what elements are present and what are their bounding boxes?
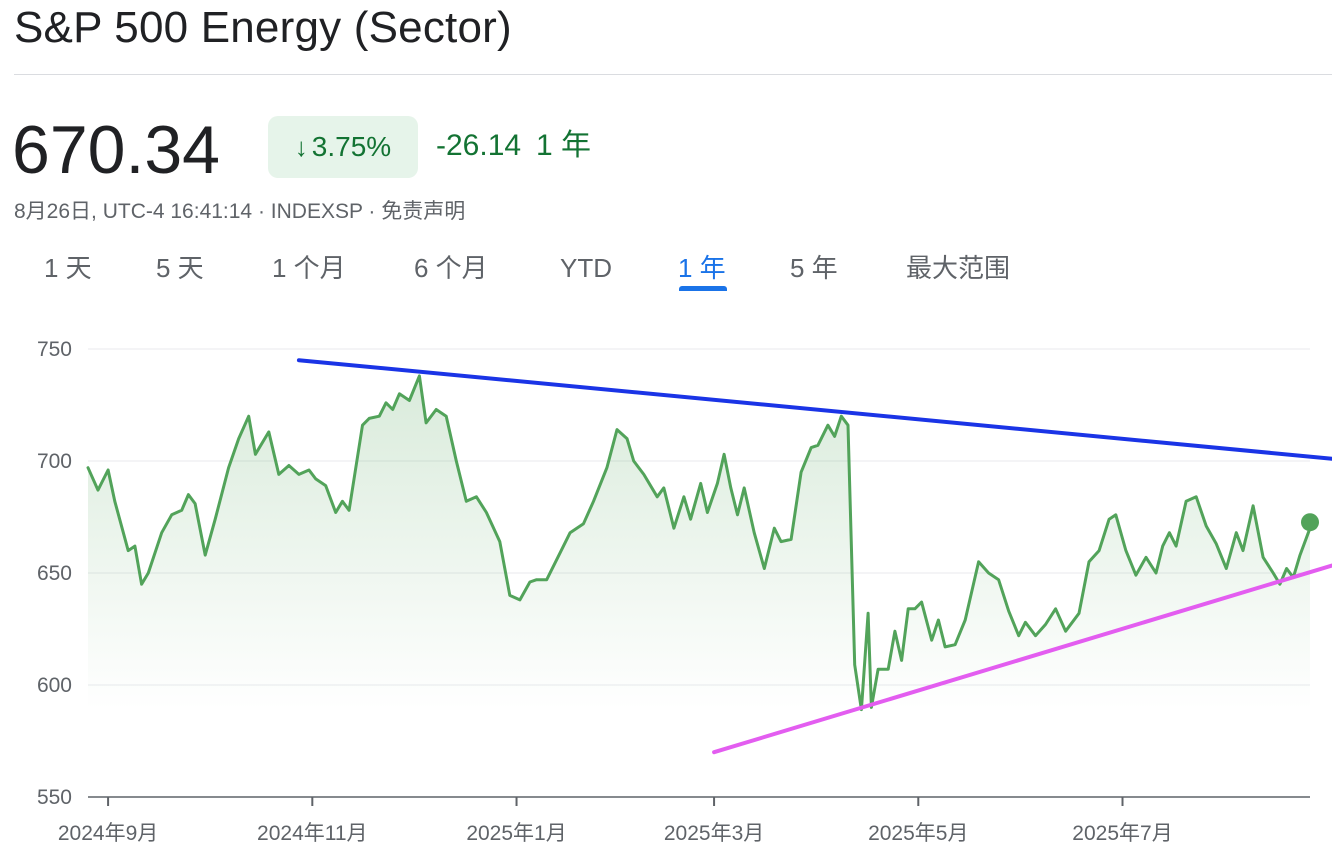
tab-1-month[interactable]: 1 个月 [272, 253, 346, 283]
range-tabs: 1 天 5 天 1 个月 6 个月 YTD 1 年 5 年 最大范围 [0, 248, 1100, 294]
x-tick-label: 2025年5月 [868, 822, 968, 845]
x-tick-label: 2025年1月 [466, 822, 566, 845]
y-tick-label: 550 [37, 786, 72, 809]
active-tab-indicator [679, 286, 727, 291]
y-tick-label: 650 [37, 562, 72, 585]
tab-5-year[interactable]: 5 年 [790, 253, 838, 283]
quote-meta: 8月26日, UTC-4 16:41:14 · INDEXSP · 免责声明 [14, 200, 466, 223]
y-tick-label: 700 [37, 450, 72, 473]
tab-1-day[interactable]: 1 天 [44, 253, 92, 283]
trendlines [296, 358, 1332, 755]
price-line [86, 374, 1319, 712]
tab-max[interactable]: 最大范围 [906, 253, 1011, 283]
price-chart[interactable]: 550 600 650 700 750 2024年9月 2024年11月 2025年1月 202… [0, 300, 1332, 848]
x-tick-label: 2024年11月 [257, 822, 368, 845]
change-period: 1 年 [536, 129, 592, 162]
x-tick-label: 2025年7月 [1072, 822, 1172, 845]
tab-6-month[interactable]: 6 个月 [414, 253, 488, 283]
x-tick-label: 2025年3月 [664, 822, 764, 845]
lower-trendline [712, 563, 1332, 755]
x-tick-label: 2024年9月 [58, 822, 158, 845]
arrow-down-icon: ↓ [294, 131, 308, 162]
series-area [88, 375, 1310, 710]
axes: 550 600 650 700 750 2024年9月 2024年11月 2025年1月 202… [37, 338, 1310, 845]
change-percent-badge: ↓ 3.75% [268, 116, 418, 178]
y-tick-label: 750 [37, 338, 72, 361]
tab-1-year[interactable]: 1 年 [678, 253, 726, 283]
change-absolute: -26.14 [436, 129, 522, 162]
area-fill [88, 375, 1310, 710]
upper-trendline [296, 358, 1332, 461]
change-percent: 3.75% [311, 131, 392, 162]
tab-ytd[interactable]: YTD [560, 253, 612, 283]
series-line [86, 374, 1312, 712]
page-title: S&P 500 Energy (Sector) [14, 3, 512, 52]
current-price: 670.34 [12, 112, 220, 188]
header-divider [14, 74, 1332, 75]
y-tick-label: 600 [37, 674, 72, 697]
tab-5-day[interactable]: 5 天 [156, 253, 204, 283]
current-value-dot [1301, 513, 1319, 532]
